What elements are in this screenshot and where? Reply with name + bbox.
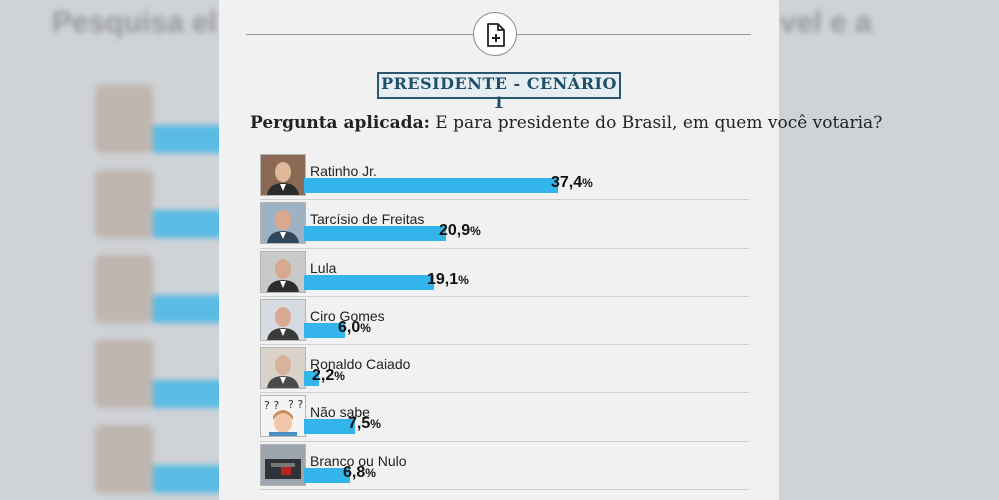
vote-value-label: 37,4% (551, 174, 593, 191)
blurred-title-right: vel e a (780, 6, 872, 39)
vote-value-label: 6,0% (338, 318, 371, 336)
candidate-name: Ronaldo Caiado (310, 356, 411, 373)
chart-row: Ciro Gomes 6,0% (260, 297, 749, 346)
candidate-photo (260, 154, 306, 196)
candidate-photo (260, 298, 306, 341)
chart-row: Lula 19,1% (260, 249, 749, 297)
vote-bar (304, 419, 355, 435)
chart-row: Ronaldo Caiado 2,2% (260, 345, 749, 394)
candidate-name: Tarcísio de Freitas (310, 211, 425, 228)
candidate-photo (260, 202, 306, 245)
vote-bar (304, 371, 319, 387)
bar-chart: Ratinho Jr. 37,4% Tarcísio de Freitas 20,9%… (260, 152, 749, 491)
vote-bar (304, 322, 345, 338)
chart-row: ? ? ? ? Não sabe 7,5% (260, 393, 749, 442)
candidate-photo (260, 250, 306, 293)
question-label: Pergunta aplicada: (250, 113, 430, 133)
svg-text:? ?: ? ? (264, 399, 279, 412)
scenario-title: PRESIDENTE - CENÁRIO 1 (377, 72, 621, 112)
vote-value-label: 19,1% (427, 270, 469, 288)
candidate-name: Não sabe (310, 404, 370, 421)
chart-row: Ratinho Jr. 37,4% (260, 152, 749, 201)
blurred-row (95, 170, 273, 240)
candidate-name: Branco ou Nulo (310, 452, 407, 469)
poll-card: PRESIDENTE - CENÁRIO 1 Pergunta aplicada… (219, 0, 882, 500)
vote-value-label: 2,2% (312, 367, 345, 385)
vote-value-label: 20,9% (439, 222, 481, 240)
vote-bar (304, 274, 434, 290)
blurred-row (95, 425, 273, 495)
svg-text:? ?: ? ? (288, 398, 303, 411)
vote-bar (304, 178, 558, 193)
document-plus-icon (487, 23, 505, 47)
blurred-row (95, 255, 273, 325)
question-text: E para presidente do Brasil, em quem voc… (435, 113, 883, 133)
question-marks-icon: ? ? ? ? (260, 395, 306, 438)
chart-row: Branco ou Nulo 6,8% (260, 442, 749, 491)
candidate-name: Lula (310, 259, 337, 276)
candidate-name: Ratinho Jr. (310, 163, 377, 179)
vote-value-label: 6,8% (343, 463, 376, 481)
vote-bar (304, 467, 350, 483)
vote-bar (304, 226, 446, 242)
chart-row: Tarcísio de Freitas 20,9% (260, 200, 749, 249)
blurred-row (95, 85, 273, 155)
blurred-title-left: Pesquisa el (52, 6, 218, 39)
ballot-box-icon (260, 443, 306, 486)
question: Pergunta aplicada: E para presidente do … (250, 113, 882, 133)
blurred-row (95, 340, 273, 410)
candidate-name: Ciro Gomes (310, 307, 385, 324)
document-add-button[interactable] (473, 12, 517, 56)
vote-value-label: 7,5% (348, 415, 381, 433)
candidate-photo (260, 347, 306, 390)
